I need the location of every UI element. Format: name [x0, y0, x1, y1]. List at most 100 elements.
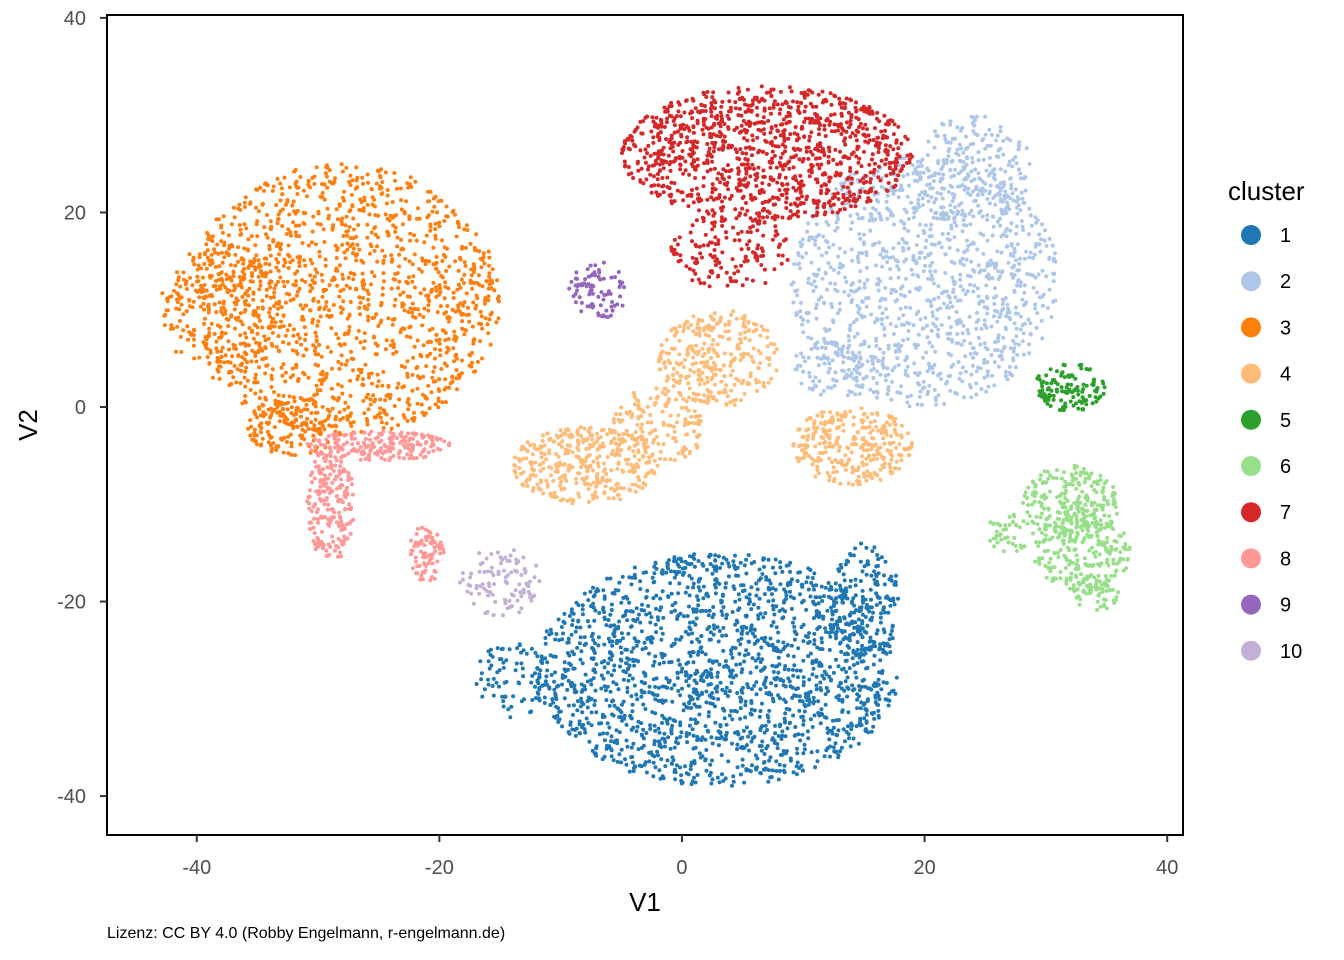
point-cluster-1: [738, 716, 743, 721]
point-cluster-3: [366, 180, 370, 185]
point-cluster-3: [372, 274, 377, 279]
point-cluster-2: [964, 155, 969, 159]
point-cluster-1: [500, 646, 505, 651]
point-cluster-2: [826, 223, 831, 227]
point-cluster-1: [812, 631, 817, 636]
point-cluster-1: [833, 633, 838, 638]
point-cluster-1: [736, 592, 741, 597]
point-cluster-2: [971, 355, 976, 360]
point-cluster-1: [703, 758, 708, 763]
point-cluster-1: [500, 694, 505, 699]
point-cluster-3: [351, 246, 356, 251]
point-cluster-2: [903, 276, 908, 281]
point-cluster-3: [459, 277, 464, 282]
point-cluster-1: [619, 658, 624, 663]
point-cluster-1: [632, 572, 637, 577]
point-cluster-1: [891, 596, 896, 601]
point-cluster-3: [297, 336, 302, 341]
point-cluster-1: [876, 715, 881, 720]
point-cluster-1: [724, 730, 729, 735]
point-cluster-2: [998, 188, 1003, 193]
point-cluster-1: [776, 655, 781, 660]
point-cluster-1: [716, 743, 721, 748]
point-cluster-1: [828, 754, 832, 759]
point-cluster-2: [850, 220, 855, 225]
point-cluster-3: [278, 275, 283, 280]
point-cluster-1: [833, 741, 838, 746]
point-cluster-3: [343, 256, 348, 261]
point-cluster-1: [848, 578, 853, 583]
point-cluster-1: [651, 774, 656, 779]
point-cluster-1: [530, 698, 535, 702]
point-cluster-2: [857, 232, 862, 236]
point-cluster-1: [815, 749, 820, 754]
point-cluster-1: [749, 701, 754, 705]
point-cluster-1: [653, 622, 658, 627]
point-cluster-2: [842, 180, 847, 185]
point-cluster-2: [837, 301, 842, 306]
point-cluster-2: [931, 179, 936, 184]
point-cluster-3: [226, 339, 231, 344]
point-cluster-1: [843, 562, 848, 567]
point-cluster-1: [687, 694, 692, 699]
point-cluster-3: [283, 333, 288, 338]
point-cluster-1: [784, 593, 789, 598]
point-cluster-1: [723, 585, 728, 590]
point-cluster-1: [486, 649, 491, 654]
point-cluster-2: [1001, 335, 1006, 340]
point-cluster-2: [883, 307, 888, 311]
point-cluster-1: [798, 738, 803, 743]
point-cluster-1: [664, 570, 669, 575]
point-cluster-1: [619, 760, 623, 765]
point-cluster-3: [380, 191, 385, 196]
point-cluster-3: [232, 215, 237, 220]
point-cluster-3: [347, 209, 352, 214]
point-cluster-1: [675, 614, 680, 619]
point-cluster-1: [689, 640, 694, 645]
point-cluster-1: [639, 688, 644, 693]
point-cluster-2: [941, 158, 946, 163]
point-cluster-2: [929, 303, 934, 308]
point-cluster-1: [669, 731, 674, 736]
point-cluster-1: [869, 597, 873, 602]
point-cluster-3: [312, 281, 317, 286]
point-cluster-3: [234, 296, 239, 301]
point-cluster-1: [533, 671, 537, 676]
point-cluster-1: [808, 651, 813, 656]
point-cluster-1: [579, 696, 583, 701]
point-cluster-3: [330, 226, 335, 231]
point-cluster-2: [977, 301, 982, 306]
point-cluster-2: [871, 390, 876, 395]
point-cluster-1: [781, 683, 786, 688]
point-cluster-3: [482, 261, 487, 266]
point-cluster-3: [372, 399, 377, 404]
point-cluster-1: [766, 779, 771, 784]
point-cluster-1: [657, 661, 662, 666]
point-cluster-1: [864, 712, 869, 717]
point-cluster-2: [873, 217, 878, 222]
point-cluster-3: [162, 323, 167, 328]
point-cluster-3: [255, 187, 260, 192]
point-cluster-3: [371, 334, 376, 339]
point-cluster-2: [891, 246, 896, 251]
point-cluster-3: [386, 232, 391, 237]
point-cluster-1: [610, 712, 614, 717]
point-cluster-1: [647, 684, 652, 689]
point-cluster-2: [934, 316, 939, 321]
point-cluster-1: [792, 663, 797, 668]
point-cluster-3: [369, 230, 374, 235]
point-cluster-3: [471, 341, 476, 346]
point-cluster-3: [443, 400, 448, 405]
point-cluster-1: [479, 677, 484, 682]
point-cluster-2: [888, 322, 893, 326]
point-cluster-1: [714, 736, 719, 741]
point-cluster-3: [238, 341, 243, 346]
point-cluster-3: [496, 316, 501, 321]
point-cluster-2: [880, 311, 885, 316]
point-cluster-1: [831, 670, 836, 675]
point-cluster-3: [286, 266, 291, 270]
point-cluster-1: [591, 657, 596, 662]
point-cluster-1: [718, 730, 723, 735]
point-cluster-3: [192, 328, 197, 333]
point-cluster-2: [1012, 246, 1017, 251]
